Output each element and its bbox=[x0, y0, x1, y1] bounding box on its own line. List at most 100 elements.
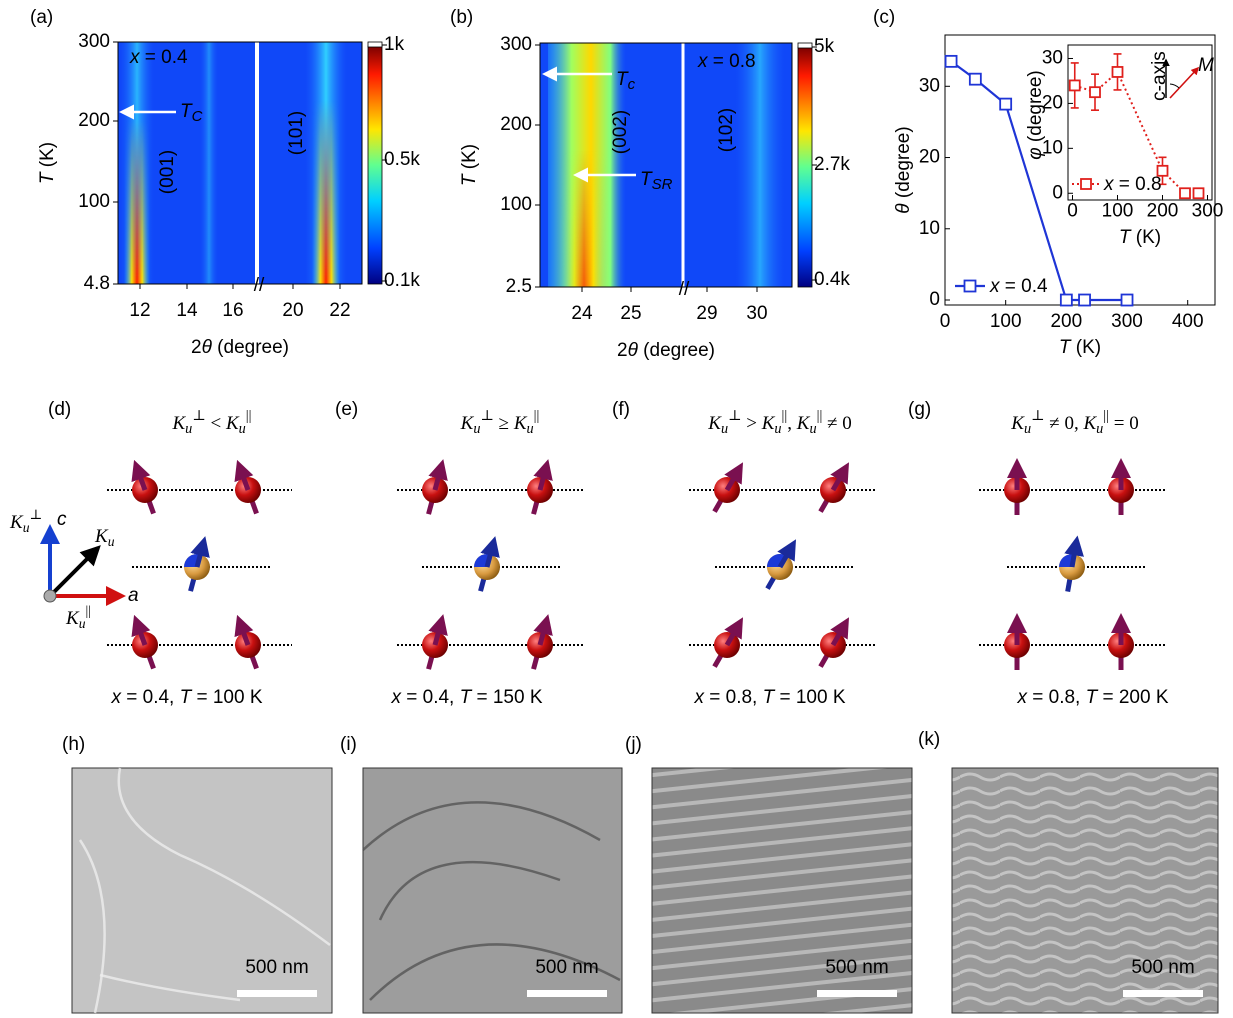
axis-break-mark: // bbox=[254, 275, 265, 296]
colorbar-cap bbox=[368, 42, 382, 47]
scale-bar bbox=[237, 990, 317, 997]
text-part: = 0.4 bbox=[140, 47, 188, 68]
y-tick-label: 0 bbox=[1052, 182, 1063, 203]
text-part: φ bbox=[1025, 147, 1046, 159]
scale-bar-label: 500 nm bbox=[245, 957, 308, 978]
text-part: ≠ 0 bbox=[822, 413, 851, 434]
y-tick-label: 200 bbox=[78, 110, 110, 131]
scale-bar-label: 500 nm bbox=[1131, 957, 1194, 978]
text-part: ⊥ bbox=[728, 408, 741, 424]
legend-label: x = 0.8 bbox=[1103, 174, 1162, 195]
text-part: || bbox=[246, 408, 252, 424]
peak-band bbox=[312, 100, 340, 284]
text-part: (K) bbox=[1071, 337, 1102, 358]
x-tick-label: 0 bbox=[1067, 201, 1078, 222]
text-part: u bbox=[239, 421, 246, 437]
text-part: || bbox=[85, 603, 90, 618]
panel-label: (f) bbox=[612, 399, 630, 420]
text-part: = 100 K bbox=[191, 687, 263, 708]
text-part: ⊥ bbox=[29, 507, 42, 522]
text-part: (degree) bbox=[893, 126, 914, 203]
text-part: > bbox=[742, 413, 762, 434]
colorbar bbox=[368, 46, 382, 284]
text-part: (degree) bbox=[638, 340, 715, 361]
text-part: = 0.8, bbox=[1027, 687, 1086, 708]
peak-label: (002) bbox=[610, 110, 631, 154]
anisotropy-condition: Ku⊥ > Ku||, Ku|| ≠ 0 bbox=[707, 408, 852, 437]
anisotropy-condition: Ku⊥ ≠ 0, Ku|| = 0 bbox=[1010, 408, 1138, 437]
y-tick-label: 2.5 bbox=[506, 276, 532, 297]
text-part: = 100 K bbox=[774, 687, 846, 708]
data-point bbox=[1079, 295, 1090, 306]
panel-label: (c) bbox=[873, 7, 895, 28]
condition-caption: x = 0.4, T = 100 K bbox=[110, 687, 262, 708]
text-part: C bbox=[192, 108, 203, 125]
condition-caption: x = 0.8, T = 100 K bbox=[693, 687, 845, 708]
panel-label: (h) bbox=[62, 734, 85, 755]
x-tick-label: 22 bbox=[329, 300, 350, 321]
x-tick-label: 200 bbox=[1050, 311, 1082, 332]
text-part: = 0.4, bbox=[401, 687, 460, 708]
panel-label: (j) bbox=[625, 734, 642, 755]
data-point bbox=[1122, 295, 1133, 306]
text-part: = 0.4, bbox=[121, 687, 180, 708]
text-part: 2 bbox=[191, 337, 202, 358]
x-tick-label: 14 bbox=[176, 300, 198, 321]
y-tick-label: 200 bbox=[500, 114, 532, 135]
text-part: (degree) bbox=[212, 337, 289, 358]
y-tick-label: 30 bbox=[1042, 47, 1063, 68]
annotation: x = 0.4 bbox=[129, 47, 188, 68]
x-tick-label: 100 bbox=[990, 311, 1022, 332]
y-tick-label: 300 bbox=[78, 31, 110, 52]
text-part: (K) bbox=[459, 144, 480, 175]
x-tick-label: 100 bbox=[1102, 201, 1134, 222]
peak-band bbox=[124, 120, 150, 284]
axis-break-mark: // bbox=[679, 279, 690, 300]
text-part: u bbox=[23, 520, 30, 535]
x-tick-label: 400 bbox=[1172, 311, 1204, 332]
x-tick-label: 16 bbox=[222, 300, 243, 321]
text-part: u bbox=[1024, 421, 1031, 437]
y-tick-label: 100 bbox=[500, 194, 532, 215]
text-part: SR bbox=[652, 176, 673, 193]
x-tick-label: 20 bbox=[282, 300, 303, 321]
axis-label: Ku|| bbox=[65, 603, 91, 631]
x-axis-title: 2θ (degree) bbox=[617, 340, 715, 361]
text-part: u bbox=[1096, 421, 1103, 437]
x-axis-title: T (K) bbox=[1059, 337, 1101, 358]
y-axis-title: T (K) bbox=[37, 142, 58, 184]
colorbar bbox=[798, 47, 812, 287]
colorbar-label: 0.4k bbox=[814, 269, 850, 290]
peak-band bbox=[560, 150, 608, 287]
text-part: u bbox=[721, 421, 728, 437]
colorbar-label: 0.5k bbox=[384, 149, 420, 170]
panel-label: (i) bbox=[340, 734, 357, 755]
text-part: = 0.8 bbox=[1114, 174, 1162, 195]
vector-label: M bbox=[1198, 55, 1214, 76]
y-tick-label: 4.8 bbox=[84, 273, 110, 294]
data-point bbox=[946, 56, 957, 67]
scale-bar-label: 500 nm bbox=[535, 957, 598, 978]
legend-label: x = 0.4 bbox=[989, 276, 1048, 297]
text-part: u bbox=[108, 534, 115, 549]
y-tick-label: 0 bbox=[929, 289, 940, 310]
x-tick-label: 0 bbox=[940, 311, 951, 332]
axis-label: a bbox=[128, 585, 139, 606]
data-point bbox=[1194, 188, 1204, 198]
text-part: u bbox=[527, 421, 534, 437]
y-axis-title: θ (degree) bbox=[893, 126, 914, 213]
annotation: x = 0.8 bbox=[697, 51, 756, 72]
text-part: = 0.8 bbox=[708, 51, 756, 72]
legend-marker bbox=[1081, 179, 1091, 189]
text-part: u bbox=[79, 616, 86, 631]
data-point bbox=[1061, 295, 1072, 306]
origin bbox=[44, 590, 56, 602]
text-part: = 0 bbox=[1109, 413, 1139, 434]
scale-bar bbox=[817, 990, 897, 997]
legend-marker bbox=[965, 281, 976, 292]
peak-band bbox=[735, 43, 785, 287]
x-axis-title: T (K) bbox=[1119, 227, 1161, 248]
x-tick-label: 25 bbox=[620, 303, 641, 324]
text-part: = 150 K bbox=[471, 687, 543, 708]
text-part: 2 bbox=[617, 340, 628, 361]
